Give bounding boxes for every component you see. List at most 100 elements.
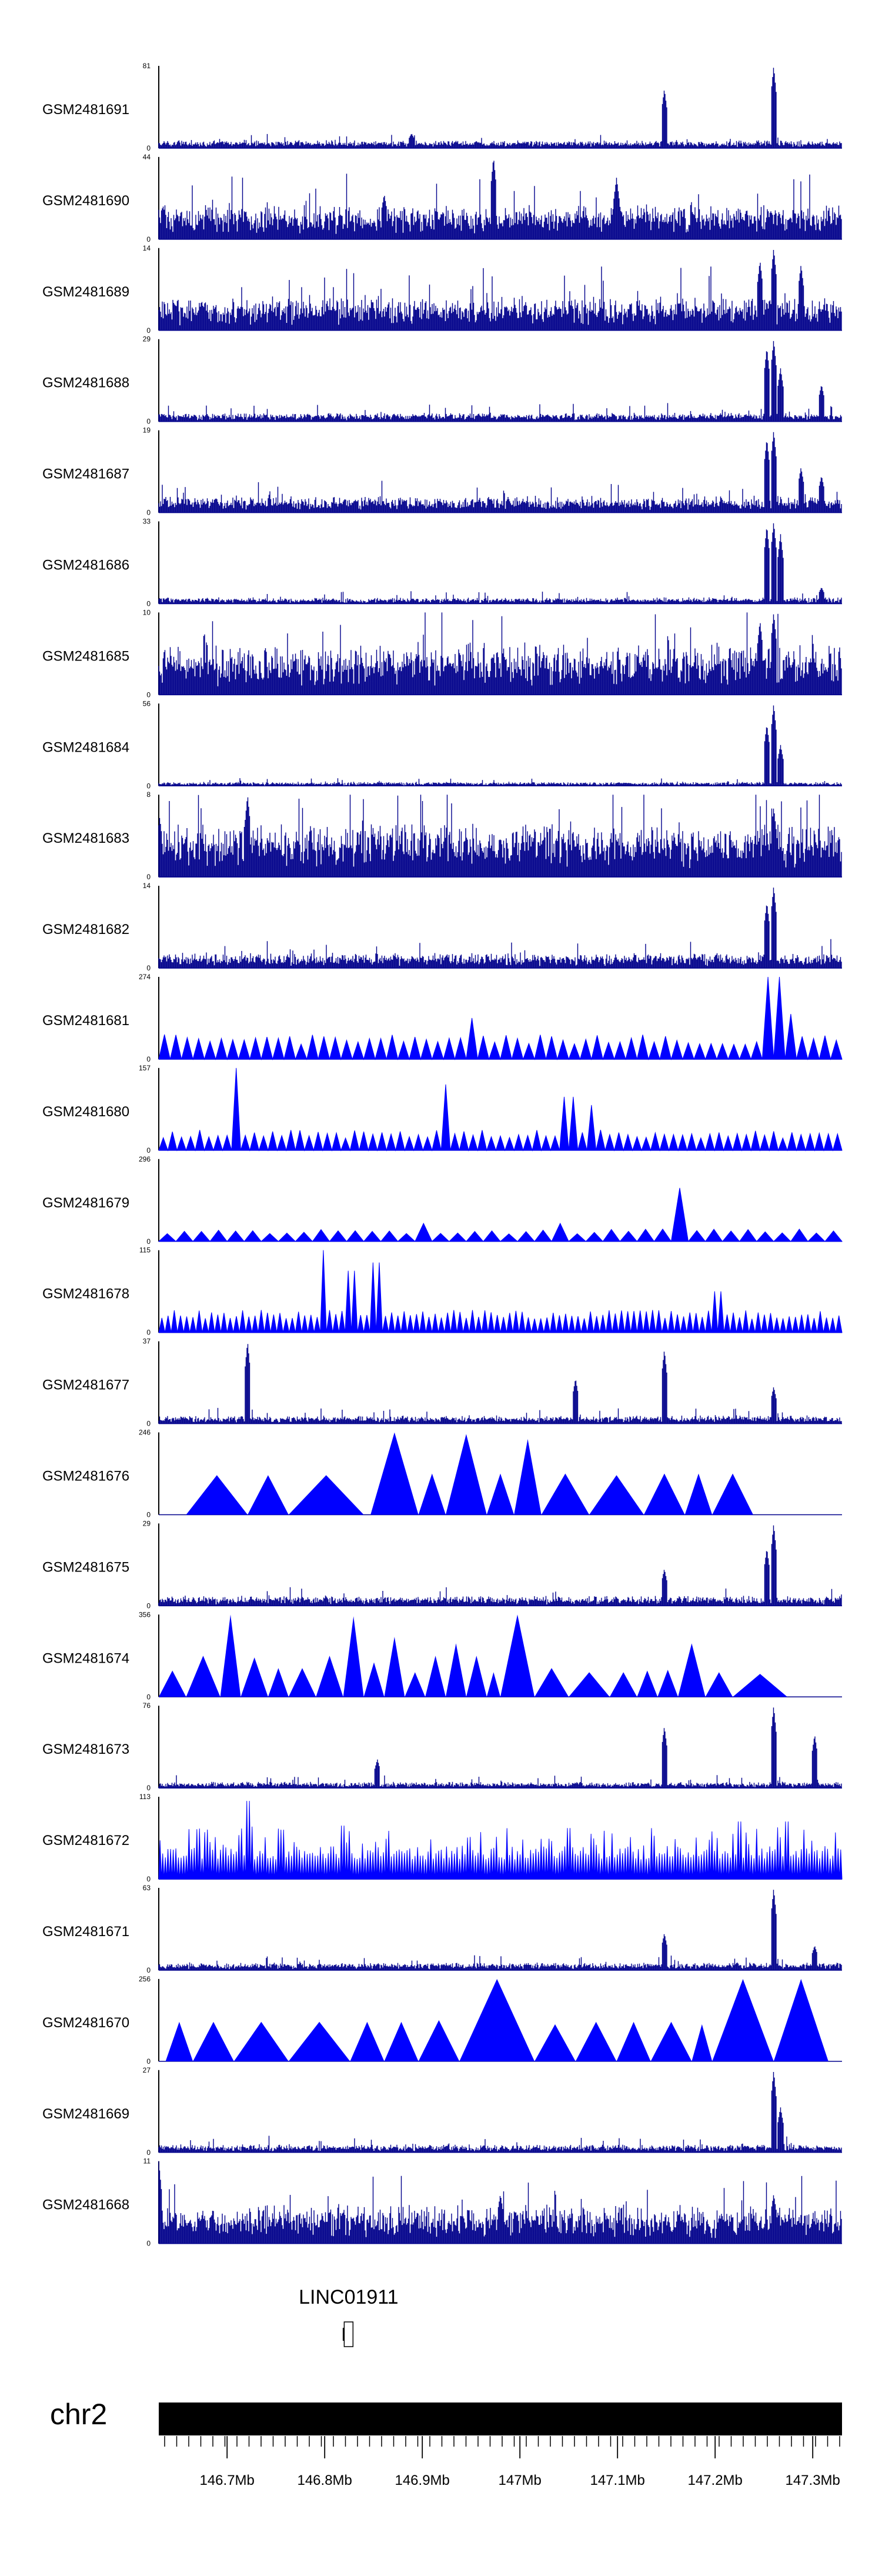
coverage-signal	[158, 1525, 842, 1606]
track-ymin-label: 0	[146, 1693, 151, 1701]
track-ymax-label: 37	[143, 1337, 151, 1346]
coverage-signal	[158, 1344, 842, 1424]
coverage-signal	[158, 2161, 842, 2244]
coverage-signal	[158, 1890, 842, 1970]
track-label: GSM2481680	[42, 1104, 129, 1120]
track-label: GSM2481668	[42, 2197, 129, 2213]
track-ymin-label: 0	[146, 1420, 151, 1428]
coverage-track: GSM2481684 56 0	[42, 699, 842, 790]
coverage-peak	[705, 1672, 733, 1697]
track-ymin-label: 0	[146, 873, 151, 881]
track-ymax-label: 29	[143, 1519, 151, 1527]
coverage-tracks: GSM2481691810GSM2481690440GSM2481689140G…	[42, 62, 843, 2248]
coverage-peak	[459, 1978, 535, 2061]
coverage-track: GSM2481685 10 0	[42, 608, 842, 699]
axis-tick-label: 147.1Mb	[590, 2472, 644, 2488]
coverage-peak	[418, 2020, 460, 2061]
track-ymax-label: 115	[139, 1246, 151, 1254]
track-label: GSM2481683	[42, 830, 129, 846]
track-ymin-label: 0	[146, 235, 151, 243]
coverage-peak	[193, 2021, 234, 2061]
track-ymin-label: 0	[146, 1511, 151, 1519]
coverage-signal	[158, 341, 842, 422]
axis-tick-label: 146.8Mb	[297, 2472, 352, 2488]
coverage-peak	[534, 1668, 569, 1697]
track-ymax-label: 76	[143, 1701, 151, 1710]
coverage-track: GSM2481690 44 0	[42, 153, 842, 243]
track-label: GSM2481675	[42, 1559, 129, 1575]
coverage-signal	[158, 432, 842, 513]
coverage-peak	[233, 2021, 289, 2061]
track-label: GSM2481689	[42, 284, 129, 300]
axis-tick-label: 146.9Mb	[395, 2472, 449, 2488]
track-ymin-label: 0	[146, 144, 151, 152]
axis-tick-label: 147Mb	[499, 2472, 542, 2488]
track-ymin-label: 0	[146, 1329, 151, 1337]
track-ymin-label: 0	[146, 600, 151, 608]
coverage-peak	[240, 1657, 268, 1697]
coverage-signal	[158, 976, 843, 1060]
track-label: GSM2481673	[42, 1741, 129, 1757]
track-ymin-label: 0	[146, 418, 151, 426]
coverage-track: GSM2481677 37 0	[42, 1337, 842, 1428]
track-ymin-label: 0	[146, 1601, 151, 1610]
track-ymax-label: 63	[143, 1884, 151, 1892]
track-ymin-label: 0	[146, 690, 151, 699]
coverage-signal	[158, 1067, 843, 1152]
track-ymin-label: 0	[146, 326, 151, 335]
coverage-signal	[158, 887, 842, 969]
track-ymax-label: 256	[139, 1975, 151, 1983]
coverage-peak	[712, 1978, 774, 2061]
track-label: GSM2481686	[42, 558, 129, 573]
track-ymax-label: 29	[143, 335, 151, 343]
gene-label: LINC01911	[299, 2286, 399, 2308]
coverage-peak	[425, 1656, 446, 1697]
coverage-track: GSM2481678 115 0	[42, 1246, 843, 1337]
coverage-peak	[637, 1670, 658, 1697]
track-ymax-label: 44	[143, 153, 151, 161]
coverage-signal	[158, 250, 842, 331]
track-label: GSM2481691	[42, 102, 129, 118]
coverage-peak	[384, 1637, 405, 1697]
coverage-track: GSM2481686 33 0	[42, 518, 842, 608]
track-ymin-label: 0	[146, 1146, 151, 1154]
track-label: GSM2481682	[42, 922, 129, 937]
track-ymax-label: 56	[143, 699, 151, 708]
coverage-peak	[363, 1662, 385, 1697]
track-ymax-label: 14	[143, 882, 151, 890]
track-ymax-label: 8	[146, 790, 151, 799]
track-ymax-label: 81	[143, 62, 151, 70]
chromosome-ideogram-bar	[159, 2403, 842, 2435]
track-ymin-label: 0	[146, 1875, 151, 1883]
track-label: GSM2481685	[42, 648, 129, 664]
genome-axis: chr2 146.7Mb 146.8Mb 146.9Mb 147Mb 147.1Mb 14…	[50, 2398, 842, 2488]
coverage-peak	[405, 1672, 426, 1697]
coverage-peak	[541, 1473, 590, 1515]
coverage-peak	[343, 1616, 364, 1697]
coverage-peak	[616, 2021, 651, 2061]
coverage-peak	[575, 2021, 617, 2061]
track-ymax-label: 14	[143, 244, 151, 252]
coverage-track: GSM2481673 76 0	[42, 1701, 842, 1792]
track-label: GSM2481681	[42, 1013, 129, 1029]
track-label: GSM2481690	[42, 193, 129, 209]
track-ymax-label: 274	[139, 973, 151, 981]
track-ymin-label: 0	[146, 2240, 151, 2248]
coverage-track: GSM2481680 157 0	[42, 1064, 843, 1154]
track-label: GSM2481671	[42, 1924, 129, 1940]
axis-tick-label: 147.2Mb	[687, 2472, 742, 2488]
track-ymin-label: 0	[146, 782, 151, 790]
coverage-peak	[384, 2021, 419, 2061]
track-label: GSM2481676	[42, 1469, 129, 1484]
coverage-peak	[466, 1656, 487, 1697]
coverage-signal	[158, 1187, 843, 1243]
coverage-track: GSM2481679 296 0	[42, 1155, 843, 1246]
coverage-peak	[288, 1668, 316, 1697]
coverage-peak	[684, 1473, 713, 1515]
coverage-peak	[733, 1674, 787, 1697]
coverage-track: GSM2481688 29 0	[42, 335, 842, 426]
coverage-signal	[158, 705, 842, 786]
track-ymin-label: 0	[146, 1237, 151, 1246]
coverage-peak	[288, 1475, 364, 1515]
coverage-signal	[158, 1707, 842, 1788]
